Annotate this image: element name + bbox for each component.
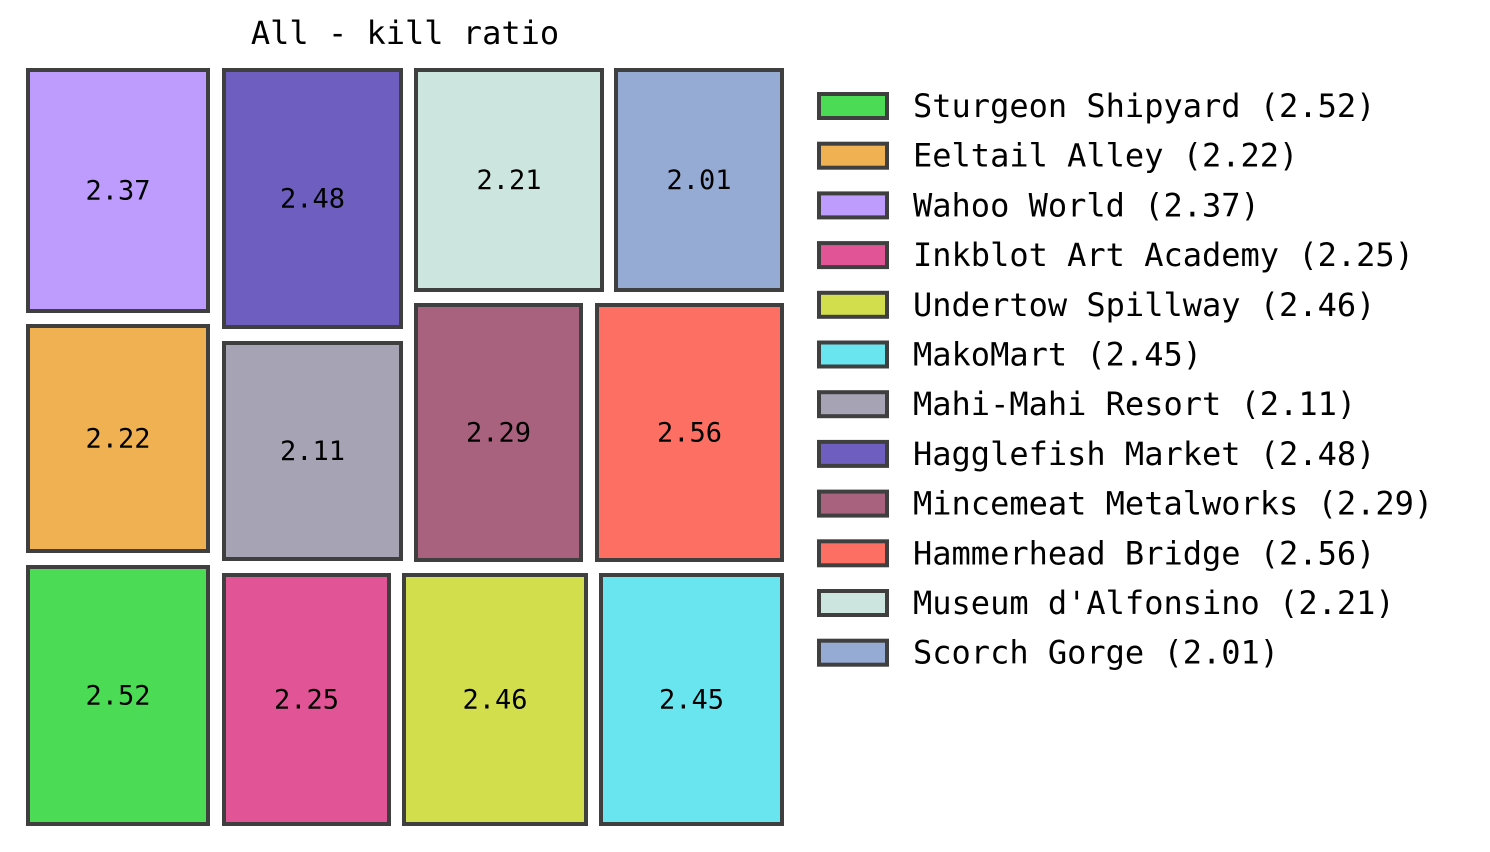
legend-label: Sturgeon Shipyard (2.52) [913,87,1375,125]
legend-label: Mahi-Mahi Resort (2.11) [913,385,1356,423]
tile-sturgeon-shipyard: 2.52 [26,565,210,826]
tile-rect [222,341,403,561]
legend-label: Undertow Spillway (2.46) [913,286,1375,324]
tile-undertow-spillway: 2.46 [402,573,588,826]
chart-title: All - kill ratio [250,14,560,52]
legend-item-undertow-spillway: Undertow Spillway (2.46) [817,286,1375,324]
legend-swatch [817,489,889,518]
tile-value-label: 2.29 [466,418,531,449]
tile-rect [414,68,604,292]
tile-rect [222,68,403,329]
legend-swatch [817,241,889,270]
tile-rect [222,573,391,826]
tile-value-label: 2.01 [666,165,731,196]
tile-hammerhead-bridge: 2.56 [595,303,784,562]
tile-value-label: 2.25 [274,685,339,716]
legend-item-inkblot-art-academy: Inkblot Art Academy (2.25) [817,236,1414,274]
tile-value-label: 2.45 [659,685,724,716]
legend-item-museum-d-alfonsino: Museum d'Alfonsino (2.21) [817,584,1395,622]
treemap-tiles: 2.52 2.22 2.37 2.25 2.46 2.45 2.11 2.48 2.29 2.56… [26,68,784,826]
legend: Sturgeon Shipyard (2.52) Eeltail Alley (2… [817,87,1433,672]
tile-mincemeat-metalworks: 2.29 [414,303,583,562]
tile-eeltail-alley: 2.22 [26,324,210,553]
tile-value-label: 2.21 [476,165,541,196]
legend-label: Eeltail Alley (2.22) [913,137,1298,175]
legend-item-mincemeat-metalworks: Mincemeat Metalworks (2.29) [817,485,1433,523]
legend-item-sturgeon-shipyard: Sturgeon Shipyard (2.52) [817,87,1375,125]
legend-item-hagglefish-market: Hagglefish Market (2.48) [817,435,1375,473]
legend-swatch [817,141,889,170]
legend-item-scorch-gorge: Scorch Gorge (2.01) [817,634,1279,672]
tile-rect [26,68,210,313]
legend-label: Hagglefish Market (2.48) [913,435,1375,473]
legend-item-hammerhead-bridge: Hammerhead Bridge (2.56) [817,534,1375,572]
tile-rect [402,573,588,826]
tile-value-label: 2.56 [657,418,722,449]
legend-label: Wahoo World (2.37) [913,186,1260,224]
legend-swatch [817,290,889,319]
tile-mahi-mahi-resort: 2.11 [222,341,403,561]
tile-rect [26,324,210,553]
tile-scorch-gorge: 2.01 [614,68,784,292]
legend-swatch [817,92,889,120]
legend-label: Hammerhead Bridge (2.56) [913,534,1375,572]
legend-swatch [817,638,889,667]
tile-value-label: 2.48 [280,184,345,215]
tile-wahoo-world: 2.37 [26,68,210,313]
legend-item-mahi-mahi-resort: Mahi-Mahi Resort (2.11) [817,385,1356,423]
legend-label: Scorch Gorge (2.01) [913,634,1279,672]
tile-value-label: 2.22 [85,424,150,455]
legend-swatch [817,191,889,220]
tile-value-label: 2.37 [85,176,150,207]
tile-inkblot-art-academy: 2.25 [222,573,391,826]
tile-value-label: 2.46 [462,685,527,716]
tile-value-label: 2.52 [85,681,150,712]
legend-swatch [817,439,889,468]
tile-rect [414,303,583,562]
legend-swatch [817,340,889,369]
tile-makomart: 2.45 [599,573,784,826]
legend-label: Museum d'Alfonsino (2.21) [913,584,1395,622]
legend-label: Mincemeat Metalworks (2.29) [913,485,1433,523]
tile-rect [26,565,210,826]
legend-swatch [817,539,889,568]
legend-swatch [817,390,889,419]
legend-label: MakoMart (2.45) [913,336,1202,374]
legend-label: Inkblot Art Academy (2.25) [913,236,1414,274]
legend-item-makomart: MakoMart (2.45) [817,336,1202,374]
tile-rect [614,68,784,292]
legend-swatch [817,589,889,617]
tile-museum-d-alfonsino: 2.21 [414,68,604,292]
tile-hagglefish-market: 2.48 [222,68,403,329]
tile-rect [599,573,784,826]
legend-item-wahoo-world: Wahoo World (2.37) [817,186,1260,224]
legend-item-eeltail-alley: Eeltail Alley (2.22) [817,137,1298,175]
tile-rect [595,303,784,562]
tile-value-label: 2.11 [280,436,345,467]
